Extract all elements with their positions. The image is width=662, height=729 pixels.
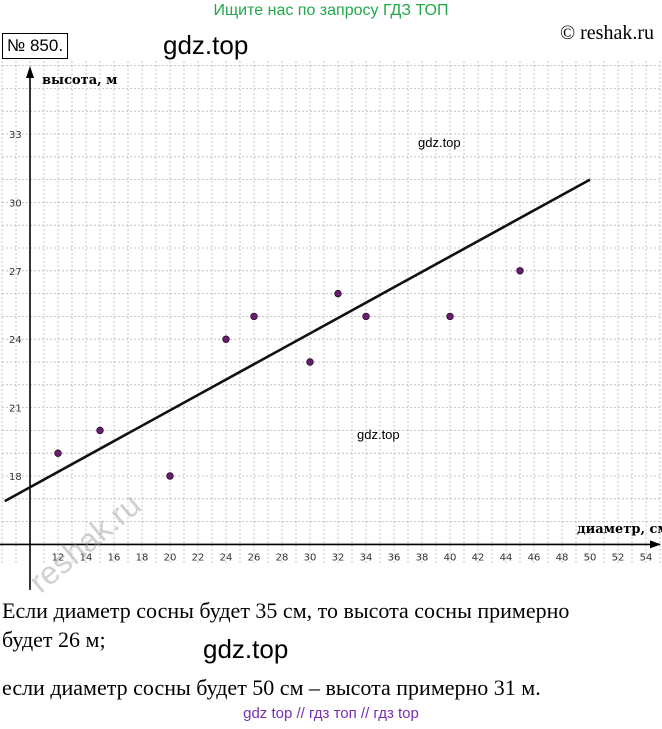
y-tick-label: 27 xyxy=(9,267,22,278)
x-tick-label: 28 xyxy=(276,552,289,563)
x-tick-label: 24 xyxy=(220,552,233,563)
y-tick-label: 30 xyxy=(9,198,22,209)
x-tick-label: 36 xyxy=(388,552,401,563)
x-tick-label: 22 xyxy=(192,552,205,563)
x-axis-label: диаметр, см xyxy=(577,522,662,537)
data-point xyxy=(306,358,314,366)
data-point xyxy=(54,449,62,457)
chart-axes xyxy=(0,66,661,590)
x-tick-label: 26 xyxy=(248,552,261,563)
answer-line-2: будет 26 м; xyxy=(2,627,106,652)
scatter-chart: 12 14 16 18 20 22 24 26 28 30 32 34 36 38 40 42 44 46 48 50… xyxy=(0,61,662,590)
x-tick-label: 46 xyxy=(528,552,541,563)
data-points xyxy=(54,267,524,480)
footer-links[interactable]: gdz top // гдз топ // гдз top xyxy=(243,705,419,722)
y-tick-label: 24 xyxy=(9,335,22,346)
watermark-text-mid: gdz.top xyxy=(203,634,289,664)
x-tick-label: 40 xyxy=(444,552,457,563)
x-tick-label: 44 xyxy=(500,552,513,563)
chart-grid xyxy=(1,61,661,565)
x-tick-label: 54 xyxy=(640,552,653,563)
trend-line xyxy=(4,178,591,503)
copyright-text: © reshak.ru xyxy=(559,22,654,44)
x-tick-label: 16 xyxy=(108,552,121,563)
watermark-chart-top: gdz.top xyxy=(418,135,461,150)
x-axis-arrow xyxy=(650,540,661,549)
data-point xyxy=(96,426,104,435)
data-point xyxy=(166,472,174,480)
x-tick-label: 30 xyxy=(304,552,317,563)
x-tick-label: 20 xyxy=(164,552,177,563)
x-tick-label: 38 xyxy=(416,552,429,563)
answer-line-3: если диаметр сосны будет 50 см – высота … xyxy=(2,675,541,700)
y-tick-label: 33 xyxy=(9,130,22,141)
search-banner[interactable]: Ищите нас по запросу ГДЗ ТОП xyxy=(213,2,449,19)
x-tick-label: 34 xyxy=(360,552,373,563)
x-tick-label: 32 xyxy=(332,552,345,563)
problem-number: № 850. xyxy=(2,33,69,59)
data-point xyxy=(250,312,258,321)
x-tick-label: 18 xyxy=(136,552,149,563)
watermark-gdz-top: gdz.top xyxy=(163,30,249,60)
y-tick-label: 21 xyxy=(9,404,22,415)
answer-line-1: Если диаметр сосны будет 35 см, то высот… xyxy=(2,598,570,623)
data-point xyxy=(362,312,370,321)
data-point xyxy=(222,335,230,343)
x-tick-label: 52 xyxy=(612,552,625,563)
x-tick-label: 12 xyxy=(52,552,65,563)
data-point xyxy=(446,312,454,321)
x-tick-label: 50 xyxy=(584,552,597,563)
y-axis-arrow xyxy=(26,66,34,78)
y-axis-label: высота, м xyxy=(42,73,117,88)
y-tick-label: 18 xyxy=(9,472,22,483)
x-tick-label: 42 xyxy=(472,552,485,563)
x-tick-label: 48 xyxy=(556,552,569,563)
data-point xyxy=(516,267,524,275)
x-tick-label: 14 xyxy=(80,552,93,563)
data-point xyxy=(334,289,342,298)
watermark-chart-mid: gdz.top xyxy=(357,427,400,442)
trend-line-group xyxy=(4,178,591,503)
chart-ticks: 12 14 16 18 20 22 24 26 28 30 32 34 36 38 40 42 44 46 48 50… xyxy=(9,130,652,563)
